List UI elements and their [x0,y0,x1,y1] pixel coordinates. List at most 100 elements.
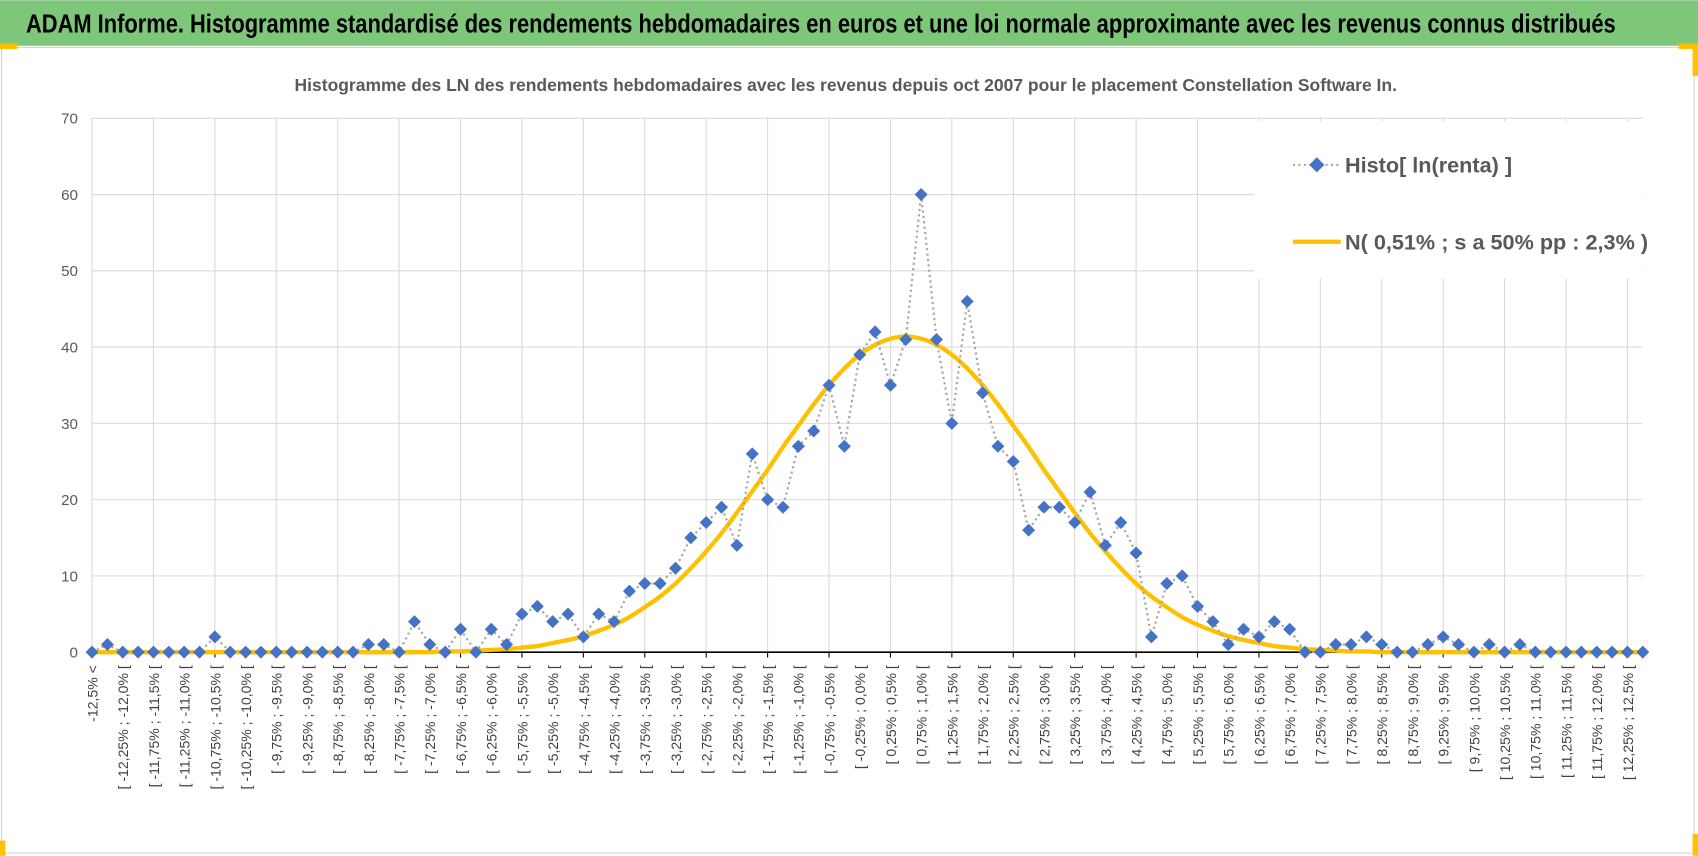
data-point [1083,485,1097,499]
data-point [976,386,990,400]
x-tick-label: [ -0,25% ; 0,0% [ [852,665,868,769]
data-point [269,645,283,659]
x-tick-label: [ 8,25% ; 8,5% [ [1374,665,1390,764]
x-tick-label: [ 2,75% ; 3,0% [ [1036,665,1052,764]
data-point [515,607,529,621]
corner-mark [1678,43,1698,49]
x-tick-label: [ -12,25% ; -12,0% [ [115,665,131,789]
x-tick-label: [ 5,25% ; 5,5% [ [1190,665,1206,764]
x-tick-label: [ 4,75% ; 5,0% [ [1159,665,1175,764]
data-point [1313,645,1327,659]
x-tick-label: -12,5% < [84,665,100,722]
data-point [930,332,943,346]
x-tick-label: [ -3,25% ; -3,0% [ [668,665,684,774]
x-tick-label: [ 11,75% ; 12,0% [ [1589,665,1605,779]
data-point [1482,638,1496,652]
x-tick-label: [ 12,25% ; 12,5% [ [1620,665,1636,780]
x-tick-label: [ -5,75% ; -5,5% [ [514,665,530,774]
x-tick-label: [ -1,25% ; -1,0% [ [791,665,807,774]
data-point [1283,622,1297,636]
data-point [699,516,713,530]
y-tick-label: 60 [61,187,78,204]
x-tick-label: [ -3,75% ; -3,5% [ [637,665,653,774]
data-point [1421,638,1435,652]
data-point [1206,615,1220,629]
data-point [116,645,130,659]
x-tick-label: [ 7,25% ; 7,5% [ [1313,665,1329,764]
x-tick-label: [ 9,75% ; 10,0% [ [1466,665,1482,772]
x-tick-label: [ -4,25% ; -4,0% [ [606,665,622,774]
data-point [407,615,421,629]
x-tick-label: [ -8,25% ; -8,0% [ [361,665,377,774]
grid: 0 10 20 30 40 50 60 70 -12,5% < [ -12,25% ; -12,0… [61,111,1643,789]
y-tick-label: 40 [61,340,78,357]
x-tick-label: [ 3,75% ; 4,0% [ [1098,665,1114,764]
data-point [622,584,636,598]
data-point [423,638,437,652]
data-point [1344,638,1358,652]
x-tick-label: [ 3,25% ; 3,5% [ [1067,665,1083,764]
data-point [1405,645,1419,659]
data-point [1160,577,1174,591]
x-tick-label: [ 10,75% ; 11,0% [ [1528,665,1544,779]
x-tick-label: [ 7,75% ; 8,0% [ [1343,665,1359,764]
data-point [868,325,882,339]
data-point [392,645,406,659]
x-tick-label: [ 10,25% ; 10,5% [ [1497,665,1513,780]
x-tick-label: [ -10,75% ; -10,5% [ [207,665,223,789]
data-point [254,645,268,659]
x-tick-label: [ 0,25% ; 0,5% [ [883,665,899,764]
x-tick-label: [ 9,25% ; 9,5% [ [1436,665,1452,764]
y-tick-label: 30 [61,416,78,433]
y-tick-label: 10 [61,568,78,585]
y-tick-label: 0 [70,645,78,662]
x-tick-label: [ -1,75% ; -1,5% [ [760,665,776,774]
data-point [177,645,191,659]
x-tick-label: [ -10,25% ; -10,0% [ [238,665,254,789]
x-tick-label: [ -2,75% ; -2,5% [ [699,665,715,774]
data-point [592,607,606,621]
legend-box [1254,121,1642,279]
x-tick-label: [ -9,75% ; -9,5% [ [269,665,285,774]
data-point [668,561,682,575]
corner-mark [1692,834,1698,856]
data-point [361,638,375,652]
x-tick-label: [ 6,25% ; 6,5% [ [1251,665,1267,764]
data-point [1620,645,1634,659]
data-point [315,645,329,659]
x-tick-label: [ -8,75% ; -8,5% [ [330,665,346,774]
x-tick-label: [ 1,75% ; 2,0% [ [975,665,991,764]
x-tick-label: [ 8,75% ; 9,0% [ [1405,665,1421,764]
header-bar [0,0,1698,46]
data-point [454,622,468,636]
x-tick-label: [ -5,25% ; -5,0% [ [545,665,561,774]
data-point [331,645,345,659]
data-point [1129,546,1143,560]
corner-mark [1692,43,1698,77]
y-tick-label: 50 [61,263,78,280]
x-tick-label: [ -11,75% ; -11,5% [ [146,665,162,787]
x-tick-label: [ 1,25% ; 1,5% [ [944,665,960,764]
data-point [1022,523,1036,537]
data-point [438,645,452,659]
data-point [131,645,145,659]
x-tick-label: [ 2,25% ; 2,5% [ [1006,665,1022,764]
corner-mark [0,43,18,49]
data-point [285,645,299,659]
y-tick-label: 70 [61,111,78,128]
data-point [1498,645,1512,659]
data-point [1068,516,1082,530]
data-point [1144,630,1158,644]
data-point [223,645,237,659]
legend-label: Histo[ ln(renta) ] [1345,152,1512,177]
data-point [1237,622,1251,636]
legend: Histo[ ln(renta) ] N( 0,51% ; s a 50% pp … [1254,121,1648,279]
x-tick-label: [ -4,75% ; -4,5% [ [576,665,592,774]
data-point [1513,638,1527,652]
data-point [807,424,821,438]
x-tick-label: [ 4,25% ; 4,5% [ [1129,665,1145,764]
x-tick-label: [ 11,25% ; 11,5% [ [1558,665,1574,778]
chart-title: Histogramme des LN des rendements hebdom… [295,75,1397,95]
